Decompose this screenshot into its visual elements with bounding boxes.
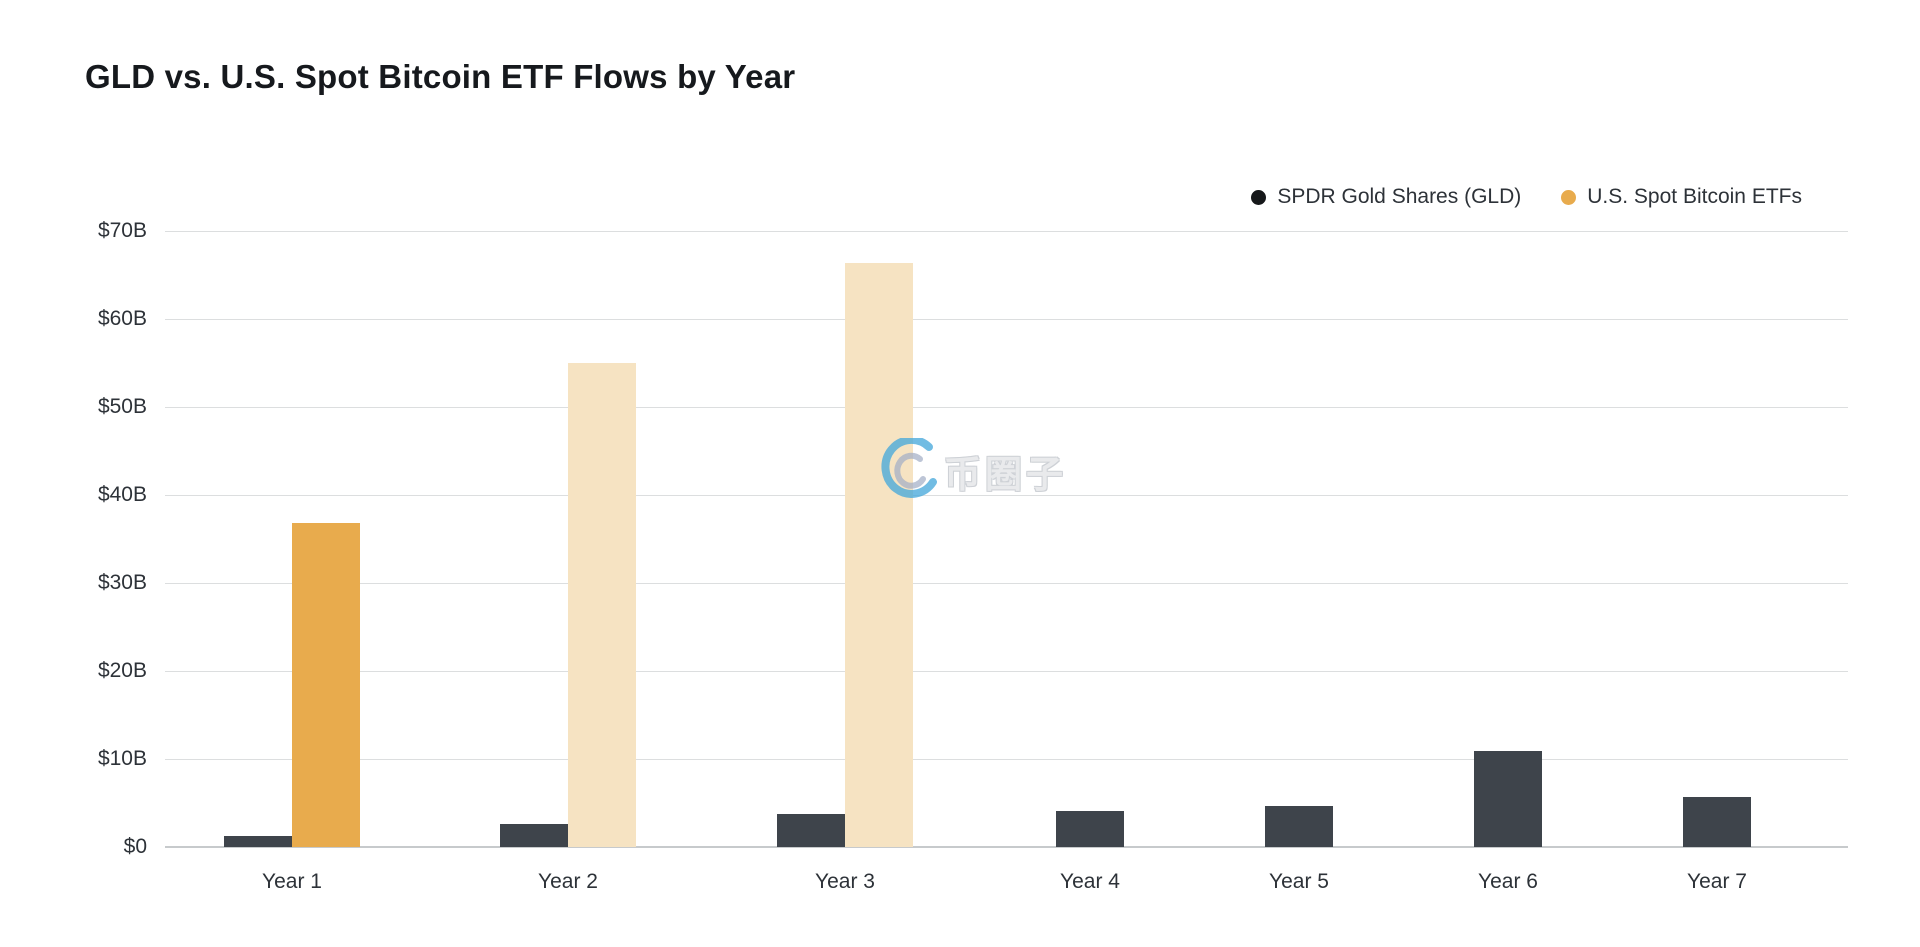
legend-item-gld[interactable]: SPDR Gold Shares (GLD) bbox=[1251, 185, 1521, 209]
y-axis-tick-label: $10B bbox=[97, 747, 147, 770]
bar-gld-year-5[interactable] bbox=[1265, 805, 1333, 847]
x-axis-tick-label: Year 7 bbox=[1687, 870, 1747, 893]
gridline-60B bbox=[165, 319, 1848, 320]
x-axis-tick-label: Year 5 bbox=[1269, 870, 1329, 893]
legend-dot-icon bbox=[1561, 189, 1577, 205]
y-axis-tick-label: $50B bbox=[97, 395, 147, 418]
x-axis-tick-label: Year 6 bbox=[1478, 870, 1538, 893]
gridline-10B bbox=[165, 759, 1848, 760]
watermark-text: 币圈子 bbox=[944, 454, 1067, 495]
y-axis-tick-label: $0 bbox=[123, 835, 147, 858]
x-axis-tick-label: Year 3 bbox=[815, 870, 875, 893]
legend-label: SPDR Gold Shares (GLD) bbox=[1277, 185, 1522, 208]
bar-gld-year-2[interactable] bbox=[500, 824, 568, 847]
gridline-0 bbox=[165, 846, 1848, 848]
bar-gld-year-4[interactable] bbox=[1056, 810, 1124, 847]
gridline-40B bbox=[165, 495, 1848, 496]
gridline-50B bbox=[165, 407, 1848, 408]
y-axis-tick-label: $70B bbox=[97, 219, 147, 242]
bar-gld-year-6[interactable] bbox=[1474, 751, 1542, 847]
x-axis-tick-label: Year 1 bbox=[262, 870, 322, 893]
legend-item-btc[interactable]: U.S. Spot Bitcoin ETFs bbox=[1561, 185, 1802, 209]
bar-btc-year-2[interactable] bbox=[568, 363, 636, 847]
gridline-70B bbox=[165, 231, 1848, 232]
legend-dot-icon bbox=[1251, 189, 1267, 205]
gridline-20B bbox=[165, 671, 1848, 672]
x-axis-tick-label: Year 4 bbox=[1060, 870, 1120, 893]
y-axis-tick-label: $60B bbox=[97, 307, 147, 330]
x-axis-tick-label: Year 2 bbox=[538, 870, 598, 893]
legend: SPDR Gold Shares (GLD) U.S. Spot Bitcoin … bbox=[1251, 185, 1802, 209]
y-axis-tick-label: $30B bbox=[97, 571, 147, 594]
chart-title: GLD vs. U.S. Spot Bitcoin ETF Flows by Y… bbox=[85, 58, 796, 95]
bar-gld-year-3[interactable] bbox=[777, 813, 845, 847]
bar-btc-year-1[interactable] bbox=[292, 523, 360, 847]
legend-label: U.S. Spot Bitcoin ETFs bbox=[1587, 185, 1802, 208]
bar-btc-year-3[interactable] bbox=[845, 262, 913, 847]
bar-gld-year-1[interactable] bbox=[224, 836, 292, 847]
gridline-30B bbox=[165, 583, 1848, 584]
y-axis-tick-label: $40B bbox=[97, 483, 147, 506]
y-axis-tick-label: $20B bbox=[97, 659, 147, 682]
bar-gld-year-7[interactable] bbox=[1683, 796, 1751, 847]
